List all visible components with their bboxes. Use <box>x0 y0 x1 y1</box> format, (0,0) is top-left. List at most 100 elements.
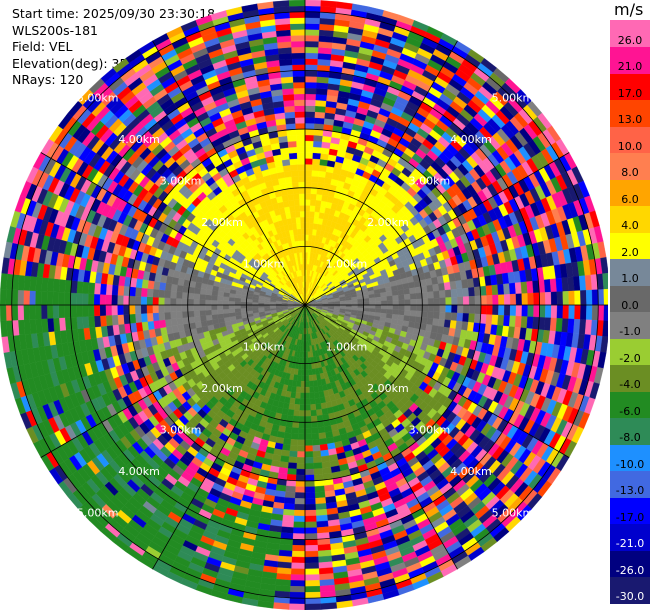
velocity-gate <box>246 307 253 312</box>
velocity-gate <box>301 369 306 376</box>
velocity-gate <box>170 283 178 292</box>
velocity-gate <box>304 252 308 259</box>
velocity-gate <box>386 304 394 310</box>
velocity-gate <box>480 304 487 315</box>
velocity-gate <box>294 105 306 112</box>
velocity-gate <box>134 295 142 306</box>
velocity-gate <box>310 187 318 195</box>
velocity-gate <box>134 287 142 297</box>
velocity-gate <box>128 295 136 306</box>
velocity-gate <box>313 129 324 136</box>
velocity-gate <box>298 416 306 423</box>
velocity-gate <box>298 187 306 194</box>
velocity-gate <box>211 314 219 320</box>
velocity-gate <box>316 526 330 534</box>
velocity-gate <box>217 313 225 319</box>
velocity-gate <box>427 304 435 312</box>
velocity-gate <box>312 152 322 160</box>
instrument-label: WLS200s-181 <box>12 22 98 38</box>
velocity-gate <box>304 58 319 66</box>
velocity-gate <box>398 299 405 306</box>
velocity-gate <box>234 304 241 309</box>
velocity-gate <box>304 351 308 358</box>
velocity-gate <box>297 158 306 165</box>
velocity-gate <box>299 252 303 259</box>
velocity-gate <box>386 300 394 306</box>
velocity-gate <box>294 503 306 511</box>
velocity-gate <box>298 175 306 183</box>
velocity-gate <box>313 468 323 476</box>
velocity-gate <box>291 223 298 230</box>
velocity-gate <box>99 283 107 295</box>
velocity-gate <box>297 433 306 441</box>
velocity-gate <box>456 288 464 298</box>
velocity-gate <box>64 292 71 306</box>
velocity-gate <box>292 533 306 540</box>
velocity-gate <box>289 444 298 452</box>
velocity-gate <box>287 409 295 417</box>
velocity-gate <box>386 309 394 315</box>
velocity-gate <box>309 386 315 394</box>
velocity-gate <box>304 445 313 452</box>
velocity-gate <box>299 398 306 405</box>
velocity-gate <box>426 284 434 293</box>
velocity-gate <box>304 410 311 417</box>
velocity-gate <box>304 70 318 77</box>
velocity-gate <box>357 301 364 306</box>
velocity-gate <box>140 313 148 323</box>
velocity-gate <box>433 297 441 306</box>
velocity-gate <box>313 385 319 393</box>
velocity-gate <box>304 539 318 546</box>
velocity-gate <box>283 170 292 178</box>
velocity-gate <box>290 164 299 171</box>
velocity-gate <box>293 87 306 95</box>
velocity-gate <box>304 433 313 441</box>
velocity-gate <box>64 304 71 318</box>
velocity-gate <box>176 284 184 293</box>
velocity-gate <box>309 392 315 399</box>
velocity-gate <box>292 70 306 77</box>
velocity-gate <box>312 380 319 387</box>
velocity-gate <box>290 170 299 177</box>
velocity-gate <box>158 289 166 298</box>
velocity-gate <box>117 304 124 315</box>
velocity-gate <box>140 304 148 314</box>
velocity-gate <box>284 491 296 499</box>
velocity-gate <box>317 176 326 184</box>
velocity-gate <box>181 304 189 312</box>
velocity-gate <box>222 308 230 314</box>
velocity-gate <box>404 299 411 306</box>
velocity-gate <box>81 304 89 317</box>
velocity-gate <box>357 298 364 303</box>
field-label: Field: VEL <box>12 39 73 54</box>
velocity-gate <box>228 300 235 306</box>
velocity-gate <box>539 292 546 306</box>
velocity-gate <box>304 474 315 482</box>
velocity-gate <box>363 298 370 303</box>
velocity-gate <box>146 288 154 298</box>
velocity-gate <box>105 304 112 316</box>
velocity-gate <box>93 282 101 295</box>
velocity-gate <box>302 351 306 358</box>
velocity-gate <box>117 285 125 296</box>
velocity-gate <box>288 152 298 160</box>
velocity-gate <box>193 310 201 317</box>
velocity-gate <box>312 158 321 166</box>
velocity-gate <box>297 169 306 177</box>
velocity-gate <box>304 544 319 552</box>
velocity-gate <box>468 287 476 297</box>
velocity-gate <box>526 280 534 294</box>
velocity-gate <box>187 310 195 318</box>
velocity-gate <box>304 152 314 159</box>
velocity-gate <box>181 298 189 306</box>
velocity-gate <box>282 164 292 172</box>
velocity-gate <box>283 497 296 505</box>
velocity-gate <box>128 304 136 315</box>
velocity-gate <box>281 443 291 451</box>
velocity-gate <box>309 216 315 224</box>
velocity-gate <box>304 158 313 165</box>
velocity-gate <box>291 427 299 435</box>
velocity-gate <box>433 304 441 313</box>
velocity-gate <box>298 427 306 435</box>
